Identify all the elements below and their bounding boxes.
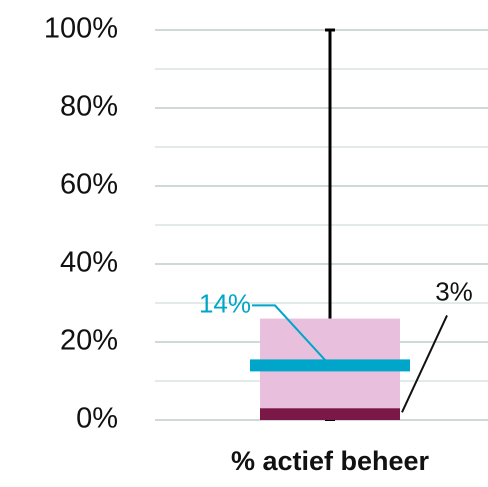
- y-tick-label: 60%: [60, 169, 118, 201]
- median-leader: [401, 314, 448, 413]
- median-segment: [260, 408, 400, 420]
- x-tick-label: % actief beheer: [231, 446, 430, 476]
- y-tick-label: 100%: [44, 13, 118, 45]
- mean-label: 14%: [199, 288, 251, 318]
- median-label: 3%: [435, 276, 473, 306]
- y-tick-label: 80%: [60, 91, 118, 123]
- mean-leader: [252, 304, 331, 367]
- y-tick-label: 0%: [76, 403, 118, 435]
- y-tick-label: 20%: [60, 325, 118, 357]
- y-tick-label: 40%: [60, 247, 118, 279]
